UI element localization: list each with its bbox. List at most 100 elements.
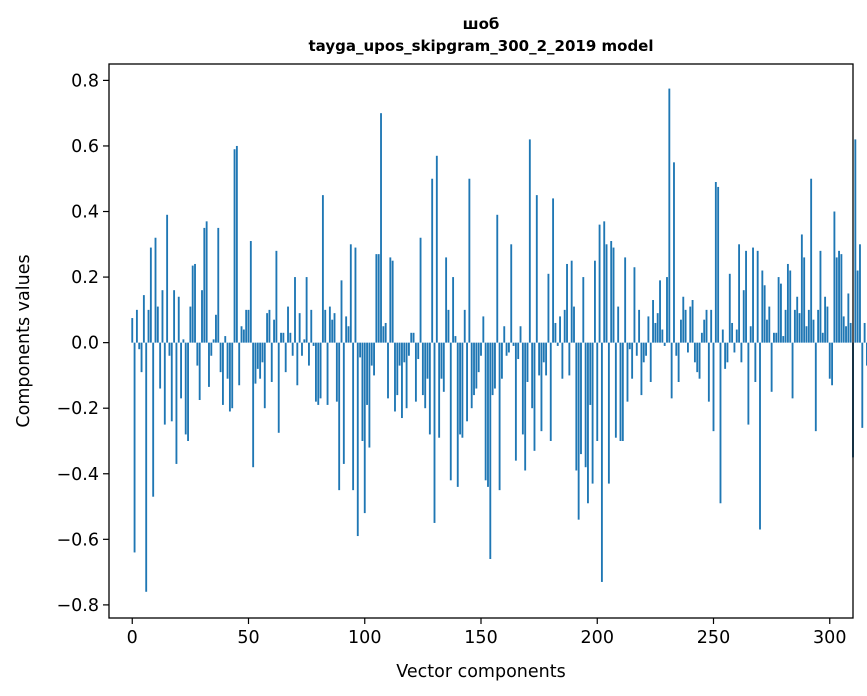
bar-component-108 [382, 326, 385, 343]
bar-component-147 [473, 342, 475, 396]
bar-component-130 [433, 342, 436, 523]
bar-component-290 [805, 326, 808, 343]
chart-subtitle: tayga_upos_skipgram_300_2_2019 model [309, 37, 654, 55]
bar-component-40 [224, 336, 227, 343]
bar-component-104 [373, 342, 375, 376]
bar-component-227 [659, 280, 661, 343]
bar-component-25 [189, 306, 192, 343]
bar-component-76 [308, 342, 310, 366]
bar-component-179 [547, 273, 550, 343]
bar-component-200 [596, 342, 599, 441]
bar-component-64 [280, 332, 282, 343]
bar-component-256 [726, 342, 729, 363]
bar-component-278 [777, 277, 780, 343]
bar-component-182 [554, 322, 557, 343]
bar-component-124 [419, 237, 422, 343]
bar-component-244 [698, 342, 701, 379]
bar-component-136 [447, 309, 450, 343]
bar-component-107 [380, 113, 382, 343]
bar-component-270 [759, 342, 761, 530]
bar-component-79 [315, 342, 317, 402]
bar-component-144 [466, 342, 468, 422]
bar-component-60 [270, 342, 273, 382]
bar-component-91 [342, 342, 345, 464]
bar-component-49 [245, 309, 248, 343]
bar-component-206 [610, 241, 613, 343]
bar-component-204 [605, 244, 608, 343]
bar-component-303 [835, 257, 838, 343]
bar-component-223 [649, 342, 652, 382]
bar-component-117 [403, 342, 406, 363]
bar-component-123 [417, 342, 420, 360]
bar-component-219 [640, 342, 643, 396]
bar-component-31 [203, 227, 206, 343]
bar-component-243 [696, 342, 699, 373]
bar-component-280 [782, 336, 785, 343]
bar-component-197 [589, 342, 592, 405]
bar-component-81 [319, 342, 322, 399]
bar-component-149 [477, 342, 480, 373]
y-tick-label: 0.4 [71, 203, 99, 223]
bar-component-216 [633, 267, 636, 343]
bar-component-83 [324, 309, 327, 343]
bar-component-307 [845, 326, 847, 343]
bar-component-203 [603, 221, 606, 343]
bar-component-50 [247, 309, 250, 343]
bar-component-142 [461, 342, 464, 438]
bar-component-242 [693, 342, 696, 363]
bar-component-150 [480, 342, 482, 356]
bar-component-57 [263, 342, 266, 409]
bar-component-208 [614, 342, 617, 438]
bar-component-161 [505, 342, 508, 356]
bar-component-46 [238, 342, 241, 386]
bar-component-274 [768, 306, 771, 343]
x-axis-ticks: 0 50 100 150 200 250 300 [127, 618, 846, 648]
bar-component-211 [621, 342, 624, 441]
bar-component-228 [661, 329, 664, 343]
bar-component-45 [235, 145, 238, 343]
bar-component-188 [568, 342, 571, 376]
bar-component-189 [570, 260, 573, 343]
bar-component-152 [484, 342, 487, 481]
bar-component-131 [435, 155, 438, 343]
bar-component-74 [303, 339, 306, 343]
bar-component-22 [182, 339, 185, 343]
y-tick-label: 0.0 [71, 334, 99, 354]
bar-component-180 [549, 342, 552, 441]
bar-component-305 [840, 254, 843, 343]
bar-component-43 [231, 342, 234, 409]
bar-component-292 [810, 178, 813, 343]
bar-component-191 [575, 342, 578, 471]
bar-component-157 [496, 214, 499, 343]
bar-component-268 [754, 342, 757, 382]
bar-component-163 [510, 244, 513, 343]
bar-component-132 [438, 342, 441, 438]
bar-component-68 [289, 332, 292, 343]
bar-component-181 [552, 198, 555, 343]
bar-component-304 [838, 250, 840, 343]
bar-component-277 [775, 332, 778, 343]
x-tick-label: 200 [581, 628, 614, 648]
bar-component-119 [408, 342, 410, 356]
bar-component-313 [859, 244, 861, 343]
bar-component-185 [561, 342, 564, 379]
bar-component-61 [273, 319, 275, 343]
bar-component-194 [582, 277, 585, 343]
bar-component-293 [812, 319, 815, 343]
bar-component-282 [786, 263, 789, 343]
bar-component-275 [770, 342, 773, 392]
bar-component-235 [677, 342, 680, 382]
bar-component-96 [354, 247, 357, 343]
bar-component-110 [387, 342, 389, 399]
bar-component-126 [424, 342, 427, 409]
bar-component-251 [714, 182, 717, 343]
bar-component-26 [191, 265, 194, 343]
bar-component-164 [512, 342, 515, 346]
bar-component-4 [140, 342, 143, 373]
bar-component-196 [587, 342, 589, 504]
bar-component-258 [731, 322, 734, 343]
bar-component-153 [487, 342, 489, 487]
bar-component-220 [642, 342, 645, 363]
bar-component-212 [624, 257, 627, 343]
